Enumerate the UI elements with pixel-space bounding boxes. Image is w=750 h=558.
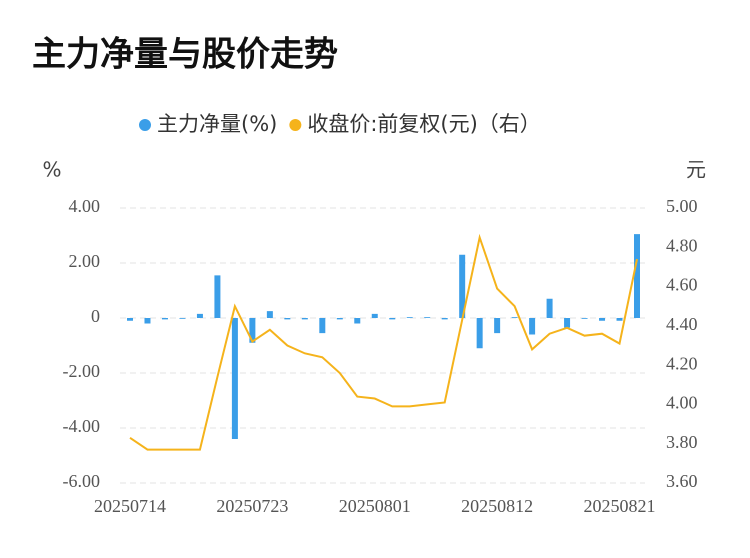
bar: [354, 318, 361, 324]
y2-tick-label: 4.00: [666, 393, 698, 413]
bar: [634, 234, 640, 318]
y2-tick-label: 4.20: [666, 353, 698, 373]
y2-tick-label: 3.80: [666, 432, 698, 452]
price-line: [129, 233, 638, 451]
bar: [599, 318, 606, 321]
y-axis-title: %: [42, 158, 61, 182]
x-tick-label: 20250801: [339, 496, 411, 516]
bar: [581, 318, 588, 319]
bar: [371, 313, 378, 318]
x-tick-label: 20250723: [216, 496, 288, 516]
y-tick-label: 0: [91, 306, 100, 326]
bar: [319, 318, 326, 334]
bar: [161, 318, 168, 320]
bar: [214, 275, 221, 318]
y-tick-label: -4.00: [63, 416, 101, 436]
legend-label: 主力净量(%): [157, 112, 277, 136]
bar: [424, 317, 431, 318]
bar: [546, 298, 553, 318]
bar: [144, 318, 151, 324]
legend-marker: [139, 119, 151, 131]
bar: [231, 318, 238, 439]
y-tick-label: 2.00: [69, 251, 101, 271]
y2-tick-label: 3.60: [666, 471, 698, 491]
bar: [249, 318, 256, 343]
bar: [511, 317, 518, 318]
legend-label: 收盘价:前复权(元)（右）: [307, 112, 540, 136]
x-tick-label: 20250714: [94, 496, 166, 516]
bar: [127, 318, 133, 321]
bar: [196, 313, 203, 318]
bar: [529, 318, 536, 335]
legend-marker: [289, 119, 302, 131]
bar: [266, 311, 273, 318]
bar: [616, 318, 623, 321]
y-tick-label: -2.00: [63, 361, 101, 381]
bar: [179, 318, 186, 319]
y-tick-label: -6.00: [63, 471, 101, 491]
y2-tick-label: 4.40: [666, 314, 698, 334]
bar: [564, 318, 571, 328]
y2-tick-label: 4.60: [666, 275, 698, 295]
bar: [284, 318, 291, 320]
bar: [389, 318, 396, 320]
bar: [441, 318, 448, 320]
x-tick-label: 20250821: [584, 496, 656, 516]
bar: [494, 318, 501, 334]
y-tick-label: 4.00: [69, 196, 101, 216]
y2-tick-label: 5.00: [666, 196, 698, 216]
bar: [336, 318, 343, 320]
bar: [301, 318, 308, 320]
y2-tick-label: 4.80: [666, 235, 698, 255]
y2-axis-title: 元: [686, 158, 706, 182]
x-tick-label: 20250812: [461, 496, 533, 516]
bar: [476, 318, 483, 349]
chart-title: 主力净量与股价走势: [32, 35, 338, 75]
bar: [459, 254, 466, 318]
bar: [406, 317, 413, 318]
